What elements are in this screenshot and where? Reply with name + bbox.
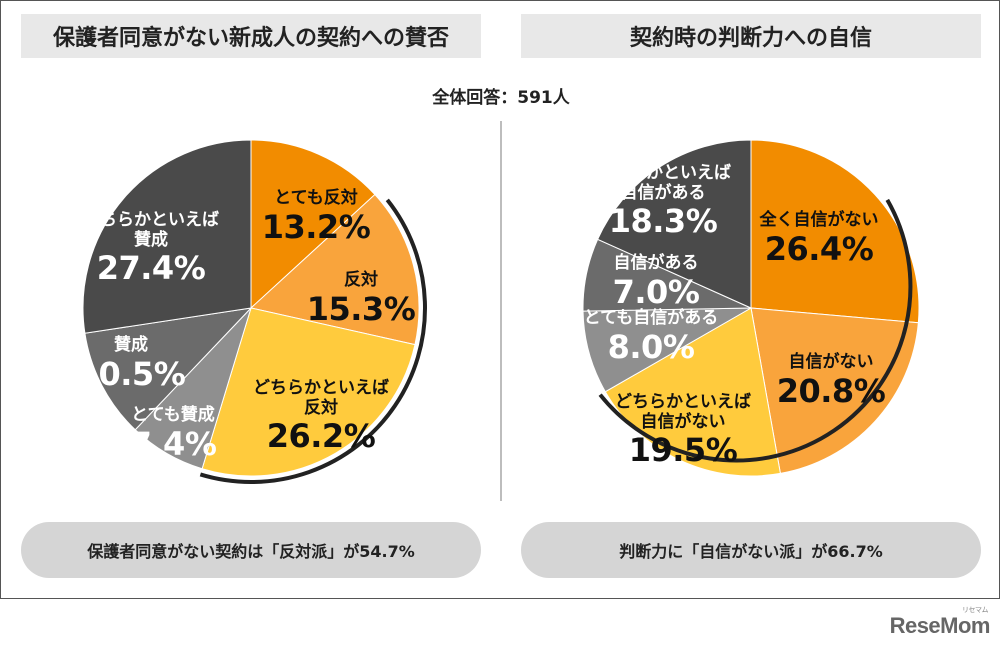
slice-category: 自信がある bbox=[620, 182, 706, 203]
slice-value: 26.2% bbox=[266, 417, 376, 456]
slice-category: どちらかといえば bbox=[595, 163, 731, 183]
right-summary: 判断力に「自信がない派」が66.7% bbox=[521, 522, 981, 578]
pie-slice bbox=[249, 193, 420, 346]
slice-category: どちらかといえば bbox=[83, 210, 219, 230]
group-accent-arc bbox=[199, 198, 427, 484]
pie-slice bbox=[201, 307, 416, 477]
slice-category: どちらかといえば bbox=[615, 392, 751, 412]
slice-value: 26.4% bbox=[764, 229, 874, 268]
slice-value: 13.2% bbox=[261, 207, 371, 246]
slice-value: 7.4% bbox=[129, 424, 217, 463]
slice-category: どちらかといえば bbox=[253, 378, 389, 398]
resemom-logo: ReseMom リセマム bbox=[889, 607, 991, 639]
slice-value: 15.3% bbox=[306, 289, 416, 328]
slice-label: どちらかといえば 賛成 27.4% bbox=[61, 210, 241, 288]
pie-slice bbox=[750, 307, 919, 474]
pie-slice bbox=[84, 307, 253, 431]
slice-category: 自信がない bbox=[788, 352, 874, 372]
pie-slice bbox=[604, 307, 781, 477]
slice-value: 10.5% bbox=[76, 354, 186, 393]
slice-value: 19.5% bbox=[628, 431, 738, 470]
slice-label: とても反対 13.2% bbox=[226, 188, 406, 246]
slice-label: 全く自信がない 26.4% bbox=[729, 210, 909, 268]
slice-label: どちらかといえば 自信がない 19.5% bbox=[593, 392, 773, 470]
pie-slice bbox=[82, 139, 252, 334]
right-pie-chart bbox=[582, 139, 920, 477]
group-accent-arc bbox=[598, 198, 913, 463]
slice-value: 20.8% bbox=[776, 371, 886, 410]
slice-category: とても賛成 bbox=[131, 405, 215, 425]
slice-value: 8.0% bbox=[607, 327, 695, 366]
divider bbox=[500, 121, 502, 501]
slice-label: どちらかといえば 反対 26.2% bbox=[231, 378, 411, 456]
right-chart-title: 契約時の判断力への自信 bbox=[521, 14, 981, 58]
slice-category: 反対 bbox=[344, 270, 378, 290]
slice-category: とても反対 bbox=[274, 188, 358, 208]
chart-frame: 保護者同意がない新成人の契約への賛否 契約時の判断力への自信 全体回答：591人… bbox=[0, 0, 1000, 599]
slice-category: 全く自信がない bbox=[759, 210, 879, 230]
slice-label: どちらかといえば 自信がある 18.3% bbox=[573, 163, 753, 241]
slice-label: 自信がある 7.0% bbox=[566, 253, 746, 311]
slice-category: 賛成 bbox=[134, 229, 168, 250]
left-chart-title: 保護者同意がない新成人の契約への賛否 bbox=[21, 14, 481, 58]
slice-label: 自信がない 20.8% bbox=[741, 352, 921, 410]
pie-slice bbox=[250, 139, 376, 310]
left-summary: 保護者同意がない契約は「反対派」が54.7% bbox=[21, 522, 481, 578]
pie-slice bbox=[597, 139, 752, 309]
slice-label: 賛成 10.5% bbox=[41, 335, 221, 393]
slice-value: 27.4% bbox=[96, 249, 206, 288]
slice-label: とても自信がある 8.0% bbox=[561, 308, 741, 366]
pie-slice bbox=[750, 139, 920, 324]
slice-category: 反対 bbox=[304, 397, 338, 418]
logo-text: ReseMom bbox=[889, 613, 991, 638]
slice-category: 自信がある bbox=[613, 253, 699, 273]
slice-value: 7.0% bbox=[612, 272, 700, 311]
slice-category: 自信がない bbox=[640, 411, 726, 432]
slice-category: 賛成 bbox=[114, 335, 148, 355]
slice-category: とても自信がある bbox=[583, 308, 719, 328]
slice-label: 反対 15.3% bbox=[271, 270, 451, 328]
left-pie-chart bbox=[82, 139, 427, 484]
slice-label: とても賛成 7.4% bbox=[83, 405, 263, 463]
logo-subtext: リセマム bbox=[962, 607, 989, 614]
slice-value: 18.3% bbox=[608, 202, 718, 241]
respondent-count: 全体回答：591人 bbox=[432, 88, 570, 108]
